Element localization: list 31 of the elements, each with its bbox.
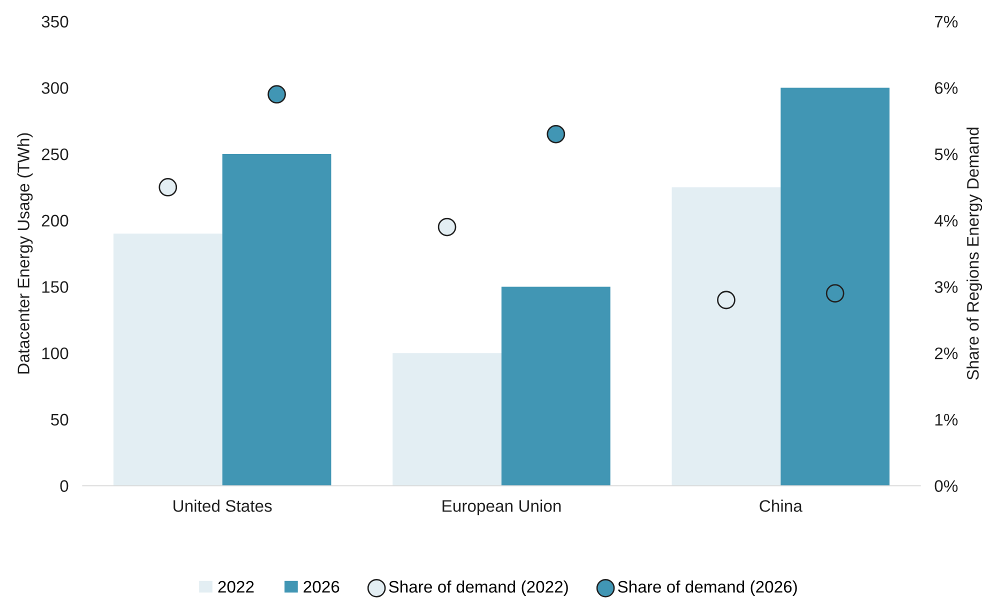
y2-tick-label: 4%: [934, 214, 958, 227]
legend-label: Share of demand (2026): [618, 580, 797, 596]
y2-axis-title: Share of Regions Energy Demand: [966, 128, 982, 380]
y-tick-label: 250: [42, 148, 68, 160]
y2-tick-label: 1%: [935, 414, 958, 426]
y2-tick-label: 3%: [934, 281, 958, 293]
y2-tick-label: 7%: [934, 16, 958, 28]
y-tick-label: 300: [42, 82, 68, 94]
bar: [222, 154, 332, 486]
x-tick-label: European Union: [442, 500, 561, 516]
y2-tick-label: 5%: [934, 148, 958, 160]
bar: [672, 187, 781, 486]
bar: [392, 353, 502, 486]
x-tick-label: United States: [174, 500, 272, 512]
bar: [780, 88, 890, 486]
y-tick-label: 200: [42, 214, 68, 227]
y-axis-title: Datacenter Energy Usage (TWh): [17, 133, 33, 374]
y2-tick-label: 6%: [934, 82, 958, 94]
y2-tick-label: 0%: [934, 480, 958, 492]
y2-tick-label: 2%: [934, 347, 958, 360]
legend-label: Share of demand (2022): [389, 580, 568, 596]
bar: [113, 234, 222, 486]
y-tick-label: 50: [50, 414, 68, 426]
y-tick-label: 0: [60, 480, 68, 492]
legend-label: 2022: [218, 580, 254, 593]
bar: [501, 286, 610, 486]
x-tick-label: China: [760, 500, 802, 512]
y-tick-label: 350: [42, 16, 68, 28]
legend-label: 2026: [304, 580, 340, 593]
y-tick-label: 150: [42, 281, 68, 293]
y-tick-label: 100: [42, 347, 68, 360]
